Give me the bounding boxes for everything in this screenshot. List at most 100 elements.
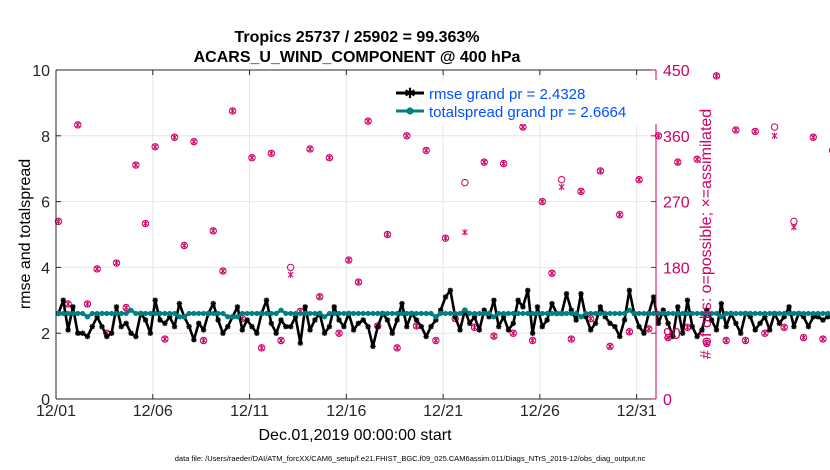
rmse-point-stroke (723, 324, 729, 330)
rmse-point (79, 330, 86, 336)
spread-point (486, 310, 492, 317)
obs-assimilated-point (249, 154, 255, 161)
spread-point (738, 310, 744, 317)
spread-point (646, 310, 652, 317)
spread-point (767, 310, 773, 317)
obs-possible-point (461, 178, 469, 187)
obs-assimilated-point (258, 344, 265, 352)
rmse-point (283, 323, 289, 330)
rmse-point (234, 304, 241, 310)
rmse-point (665, 320, 671, 327)
spread-point (684, 310, 691, 317)
obs-assimilated-point (655, 132, 662, 139)
rmse-point (365, 323, 371, 330)
rmse-point-stroke (143, 317, 149, 323)
spread-point (747, 310, 753, 317)
obs-possible-point (286, 263, 295, 272)
rmse-point-stroke (288, 324, 294, 330)
y-right-tick-label: 180 (663, 260, 690, 277)
spread-point (530, 310, 536, 317)
spread-point (89, 310, 95, 317)
rmse-point (278, 317, 284, 323)
rmse-point (476, 327, 483, 333)
spread-point (467, 310, 473, 317)
rmse-point (220, 330, 226, 336)
rmse-point (757, 320, 763, 327)
rmse-point-stroke (331, 304, 337, 310)
spread-point (496, 310, 502, 317)
spread-point (481, 310, 487, 317)
rmse-point-stroke (510, 320, 516, 326)
spread-point (307, 310, 313, 317)
rmse-point-stroke (254, 330, 260, 336)
y-axis-label-left: rmse and totalspread (17, 159, 34, 309)
rmse-point-stroke (341, 324, 347, 330)
spread-point (457, 310, 463, 317)
rmse-point (404, 323, 410, 330)
rmse-point (350, 327, 357, 333)
spread-point (539, 310, 545, 317)
obs-assimilated-point (384, 231, 391, 238)
chart-title-line1: Tropics 25737 / 25902 = 99.363% (234, 29, 479, 46)
obs-assimilated-point (432, 337, 439, 344)
spread-point (442, 310, 449, 317)
rmse-point (84, 333, 91, 340)
spread-point (462, 307, 468, 313)
rmse-point (776, 320, 783, 327)
spread-point (113, 310, 120, 317)
obs-assimilated-point (471, 324, 478, 331)
obs-assimilated-point (626, 328, 633, 335)
spread-point (510, 310, 516, 317)
y-left-tick-label: 0 (41, 392, 50, 409)
obs-assimilated-point (142, 220, 149, 227)
legend-box (393, 80, 657, 124)
spread-point (142, 310, 149, 317)
rmse-point-stroke (593, 320, 599, 326)
rmse-point-stroke (278, 317, 284, 323)
obs-assimilated-point (732, 126, 739, 134)
rmse-point-stroke (428, 324, 434, 330)
spread-point (471, 310, 478, 317)
spread-point (75, 310, 81, 317)
obs-assimilated-point (113, 259, 120, 267)
rmse-point-stroke (534, 304, 540, 310)
spread-point (505, 310, 512, 317)
rmse-point-stroke (370, 343, 376, 349)
rmse-point-stroke (689, 324, 695, 330)
rmse-point-stroke (820, 317, 826, 323)
spread-point (394, 310, 400, 317)
spread-point (602, 310, 608, 317)
rmse-point-stroke (675, 304, 681, 310)
spread-point (409, 310, 415, 317)
rmse-point-stroke (520, 304, 526, 310)
obs-assimilated-point (781, 324, 788, 331)
spread-point (171, 310, 178, 317)
rmse-point-stroke (360, 317, 366, 323)
spread-point (670, 310, 676, 317)
rmse-point (152, 297, 158, 303)
rmse-point-stroke (201, 327, 207, 333)
spread-point (399, 310, 405, 317)
spread-point (162, 310, 168, 317)
rmse-point (196, 320, 202, 327)
rmse-point-stroke (617, 333, 623, 339)
rmse-point (442, 294, 449, 300)
obs-assimilated-point (636, 176, 643, 183)
rmse-point (123, 320, 129, 327)
rmse-point (147, 330, 154, 336)
spread-point (723, 310, 729, 317)
spread-point (375, 310, 381, 317)
spread-point (60, 310, 66, 317)
rmse-point-stroke (544, 317, 550, 323)
rmse-point (679, 330, 686, 336)
rmse-point (263, 297, 270, 303)
rmse-point (268, 320, 275, 327)
rmse-point-stroke (99, 324, 105, 330)
rmse-point (515, 297, 521, 303)
rmse-point (399, 300, 405, 307)
obs-assimilated-point (587, 315, 594, 322)
rmse-point (578, 291, 584, 297)
obs-assimilated-point (819, 335, 826, 343)
rmse-point-stroke (694, 333, 700, 339)
y-right-tick-label: 90 (663, 326, 681, 343)
